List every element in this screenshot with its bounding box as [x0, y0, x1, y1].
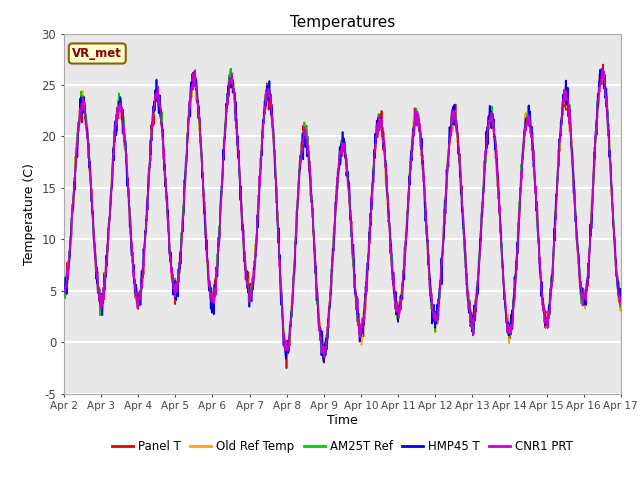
HMP45 T: [103, 263, 111, 268]
CNR1 PRT: [617, 298, 625, 303]
Line: Panel T: Panel T: [64, 64, 621, 368]
Old Ref Temp: [318, 344, 326, 349]
AM25T Ref: [308, 193, 316, 199]
AM25T Ref: [103, 249, 111, 255]
Old Ref Temp: [599, 69, 607, 75]
Line: HMP45 T: HMP45 T: [64, 69, 621, 361]
AM25T Ref: [297, 153, 305, 159]
Old Ref Temp: [126, 223, 134, 229]
HMP45 T: [60, 286, 68, 292]
HMP45 T: [320, 359, 328, 364]
HMP45 T: [308, 198, 316, 204]
Old Ref Temp: [296, 166, 304, 171]
Old Ref Temp: [617, 295, 625, 301]
Old Ref Temp: [308, 201, 316, 207]
AM25T Ref: [126, 206, 134, 212]
Old Ref Temp: [321, 355, 328, 360]
Panel T: [283, 365, 291, 371]
AM25T Ref: [227, 66, 235, 72]
Panel T: [60, 286, 68, 291]
Y-axis label: Temperature (C): Temperature (C): [23, 163, 36, 264]
HMP45 T: [318, 346, 326, 351]
Old Ref Temp: [60, 282, 68, 288]
Panel T: [297, 159, 305, 165]
HMP45 T: [126, 224, 134, 230]
Line: AM25T Ref: AM25T Ref: [64, 69, 621, 357]
Panel T: [103, 260, 111, 265]
Panel T: [378, 123, 385, 129]
CNR1 PRT: [321, 355, 328, 360]
CNR1 PRT: [60, 288, 68, 293]
CNR1 PRT: [318, 350, 326, 356]
Line: CNR1 PRT: CNR1 PRT: [64, 68, 621, 358]
HMP45 T: [598, 66, 605, 72]
Old Ref Temp: [103, 260, 111, 265]
Old Ref Temp: [378, 121, 385, 127]
Panel T: [617, 308, 625, 313]
Panel T: [599, 61, 607, 67]
HMP45 T: [296, 166, 304, 171]
CNR1 PRT: [103, 253, 111, 259]
CNR1 PRT: [599, 65, 607, 71]
CNR1 PRT: [378, 120, 385, 126]
X-axis label: Time: Time: [327, 414, 358, 427]
Panel T: [126, 215, 134, 221]
CNR1 PRT: [296, 158, 304, 164]
CNR1 PRT: [308, 199, 316, 205]
Line: Old Ref Temp: Old Ref Temp: [64, 72, 621, 358]
AM25T Ref: [378, 121, 385, 127]
HMP45 T: [378, 120, 385, 126]
Text: VR_met: VR_met: [72, 47, 122, 60]
AM25T Ref: [319, 354, 327, 360]
Panel T: [308, 205, 316, 211]
AM25T Ref: [60, 289, 68, 295]
AM25T Ref: [617, 299, 625, 304]
Title: Temperatures: Temperatures: [290, 15, 395, 30]
CNR1 PRT: [126, 210, 134, 216]
HMP45 T: [617, 293, 625, 299]
AM25T Ref: [318, 344, 326, 349]
Panel T: [318, 351, 326, 357]
Legend: Panel T, Old Ref Temp, AM25T Ref, HMP45 T, CNR1 PRT: Panel T, Old Ref Temp, AM25T Ref, HMP45 …: [107, 435, 578, 458]
